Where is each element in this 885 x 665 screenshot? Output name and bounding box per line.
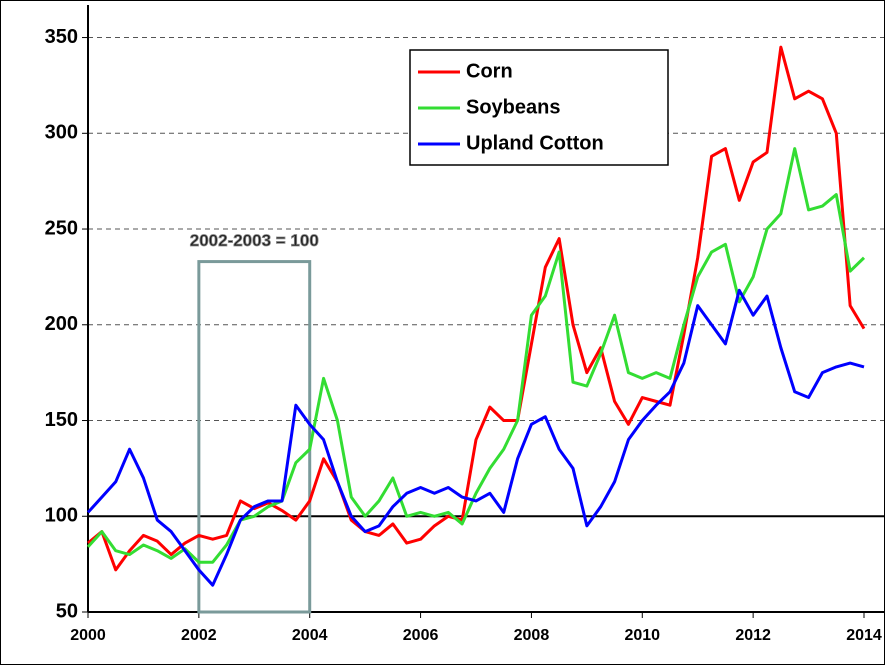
- series-line: [86, 288, 865, 587]
- y-tick-label: 300: [45, 122, 78, 144]
- base-period-box: [197, 260, 312, 614]
- x-tick-label: 2010: [624, 627, 660, 644]
- y-tick-label: 250: [45, 217, 78, 239]
- series-line: [87, 45, 866, 572]
- x-tick-label: 2014: [846, 627, 882, 644]
- x-tick-label: 2012: [735, 627, 771, 644]
- x-tick-label: 2006: [403, 627, 439, 644]
- y-tick-label: 150: [45, 409, 78, 431]
- legend-label: Corn: [466, 60, 513, 82]
- x-tick-label: 2004: [292, 627, 328, 644]
- x-tick-label: 2000: [70, 627, 106, 644]
- x-tick-label: 2002: [181, 627, 217, 644]
- annotation: 2002-2003 = 100: [190, 231, 319, 250]
- y-tick-label: 50: [56, 600, 78, 622]
- y-tick-label: 350: [45, 26, 78, 48]
- y-tick-label: 100: [45, 505, 78, 527]
- legend-label: Upland Cotton: [466, 132, 604, 154]
- legend-label: Soybeans: [466, 96, 560, 118]
- x-tick-label: 2008: [514, 627, 550, 644]
- y-tick-label: 200: [45, 313, 78, 335]
- series-line: [86, 147, 866, 564]
